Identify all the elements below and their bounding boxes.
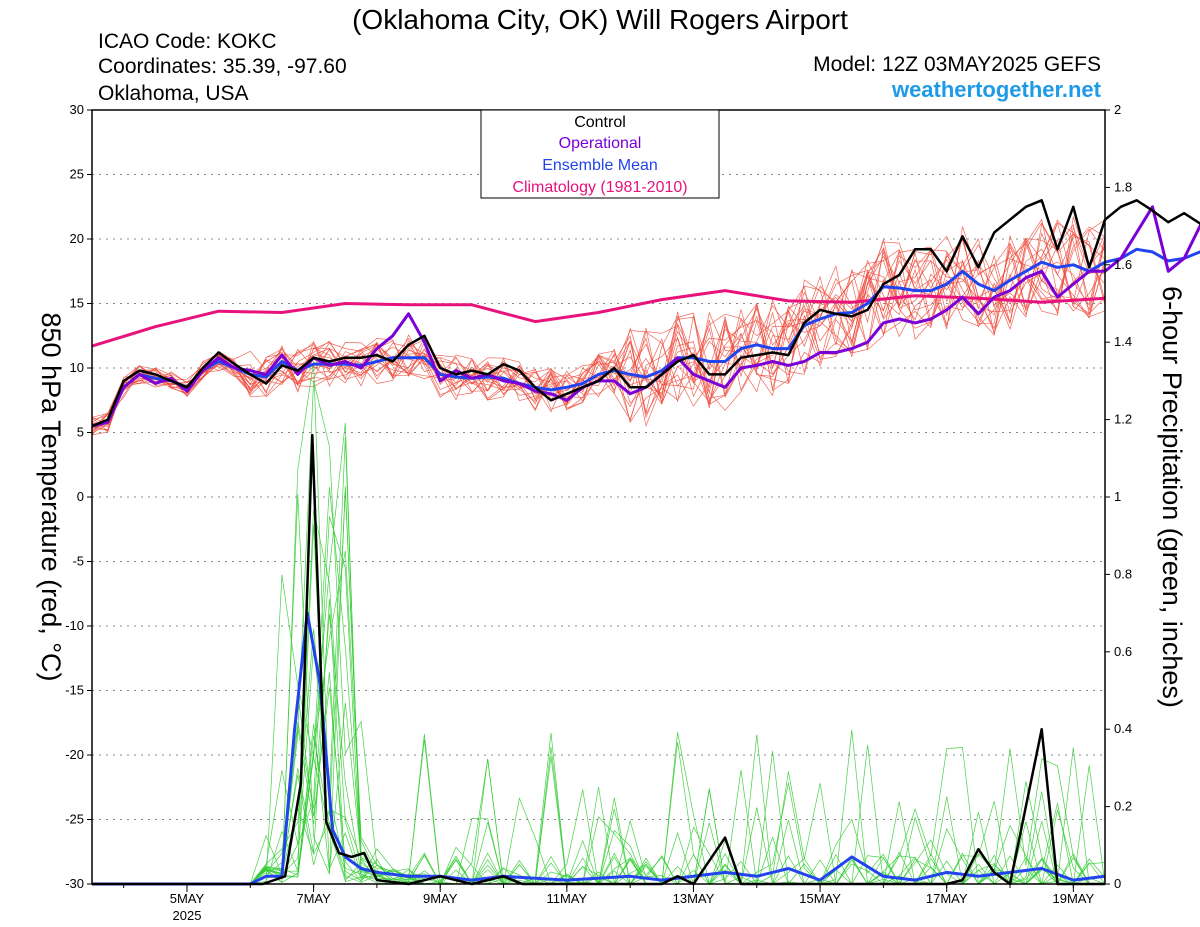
- climatology-line: [91, 289, 1106, 348]
- precip-member-line: [92, 361, 1105, 885]
- y2-tick-label: 0.4: [1114, 721, 1132, 736]
- temp-ensemble-members: [91, 216, 1106, 436]
- coordinates: Coordinates: 35.39, -97.60: [98, 55, 347, 78]
- y-tick-label: -10: [65, 618, 84, 633]
- y2-tick-label: 1.2: [1114, 412, 1132, 427]
- y-tick-label: 5: [77, 425, 84, 440]
- temp-member-line: [91, 246, 1106, 424]
- precip-member-line: [92, 422, 1106, 885]
- y-tick-label: 25: [70, 167, 84, 182]
- x-tick-sublabel: 2025: [173, 908, 202, 923]
- legend-ensemble-mean: Ensemble Mean: [542, 157, 658, 174]
- temp-member-line: [91, 219, 1106, 428]
- precip-member-line: [92, 516, 1105, 885]
- y2-tick-label: 2: [1114, 102, 1121, 117]
- y2-axis-label: 6-hour Precipitation (green, inches): [1157, 286, 1187, 708]
- region: Oklahoma, USA: [98, 82, 249, 105]
- precip-member-line: [92, 614, 1105, 885]
- y2-tick-label: 1.6: [1114, 257, 1132, 272]
- precip-member-line: [92, 486, 1105, 886]
- x-tick-label: 7MAY: [296, 891, 331, 906]
- legend-climatology: Climatology (1981-2010): [512, 179, 687, 196]
- temp-member-line: [91, 249, 1106, 425]
- legend-box: Control Operational Ensemble Mean Climat…: [480, 109, 720, 199]
- y-tick-label: -30: [65, 876, 84, 891]
- temp-member-line: [91, 222, 1106, 423]
- icao-code: ICAO Code: KOKC: [98, 30, 277, 53]
- y-tick-label: 15: [70, 296, 84, 311]
- legend-operational: Operational: [559, 135, 642, 152]
- site-link[interactable]: weathertogether.net: [891, 77, 1102, 102]
- y2-tick-label: 1.4: [1114, 334, 1132, 349]
- x-tick-label: 11MAY: [546, 891, 587, 906]
- x-tick-label: 9MAY: [423, 891, 458, 906]
- x-tick-label: 5MAY: [170, 891, 205, 906]
- precip-ensemble-members: [92, 361, 1106, 886]
- precip-member-line: [92, 380, 1106, 885]
- y-tick-label: 10: [70, 360, 84, 375]
- x-tick-label: 15MAY: [799, 891, 841, 906]
- y-tick-label: 0: [77, 489, 84, 504]
- temp-member-line: [91, 233, 1106, 434]
- x-tick-label: 13MAY: [673, 891, 715, 906]
- y-tick-label: -5: [72, 554, 84, 569]
- y2-tick-label: 1.8: [1114, 179, 1132, 194]
- precip-member-line: [92, 550, 1105, 885]
- chart-title: (Oklahoma City, OK) Will Rogers Airport: [352, 4, 848, 35]
- y-tick-label: -20: [65, 747, 84, 762]
- temp-member-line: [91, 242, 1106, 436]
- axis-ticks: 302520151050-5-10-15-20-25-3021.81.61.41…: [65, 102, 1132, 923]
- precip-member-line: [92, 628, 1106, 885]
- y2-tick-label: 0: [1114, 876, 1121, 891]
- y-tick-label: -25: [65, 812, 84, 827]
- control-temp-line: [91, 199, 1200, 428]
- precip-member-line: [92, 509, 1105, 885]
- precip-member-line: [92, 735, 1105, 885]
- y2-tick-label: 1: [1114, 489, 1121, 504]
- y2-tick-label: 0.2: [1114, 799, 1132, 814]
- x-tick-label: 17MAY: [926, 891, 968, 906]
- precip-member-line: [92, 486, 1105, 885]
- precip-member-line: [92, 747, 1105, 885]
- x-tick-label: 19MAY: [1053, 891, 1095, 906]
- y2-tick-label: 0.6: [1114, 644, 1132, 659]
- precip-member-line: [92, 574, 1105, 885]
- precip-member-line: [92, 702, 1106, 885]
- y-tick-label: 20: [70, 231, 84, 246]
- operational-temp-line: [91, 205, 1200, 428]
- precip-member-line: [92, 672, 1105, 886]
- precip-member-line: [92, 687, 1105, 885]
- ensemble-mean-precip-line: [92, 611, 1106, 886]
- y-tick-label: 30: [70, 102, 84, 117]
- y2-tick-label: 0.8: [1114, 566, 1132, 581]
- model-run: Model: 12Z 03MAY2025 GEFS: [813, 53, 1101, 76]
- grid-lines: [92, 174, 1105, 820]
- y-tick-label: -15: [65, 683, 84, 698]
- legend-control: Control: [574, 114, 626, 131]
- legend-frame: [480, 109, 720, 199]
- y-axis-label: 850 hPa Temperature (red, °C): [36, 313, 66, 682]
- temp-member-line: [91, 218, 1106, 418]
